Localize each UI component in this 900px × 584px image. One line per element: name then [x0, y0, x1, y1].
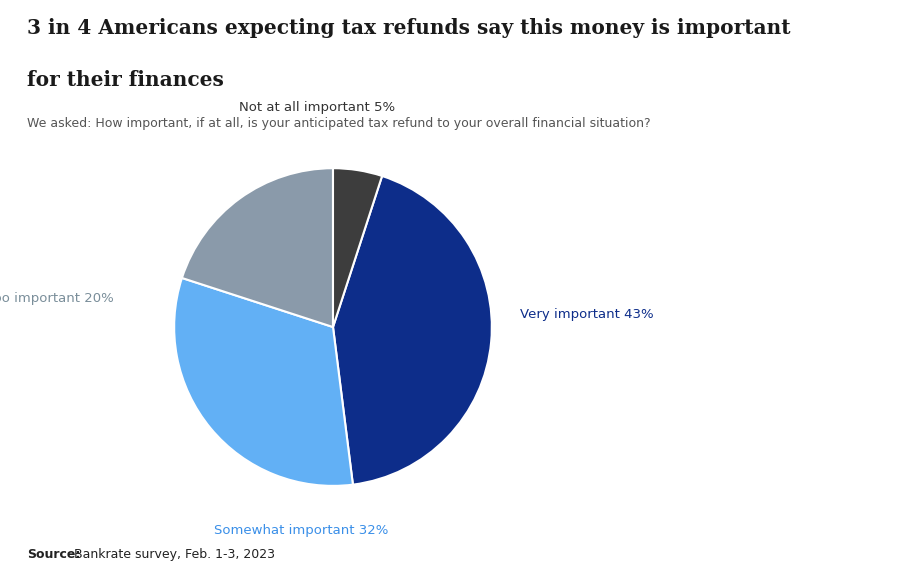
Wedge shape	[182, 168, 333, 327]
Wedge shape	[175, 278, 353, 486]
Text: Not too important 20%: Not too important 20%	[0, 292, 113, 305]
Text: Bankrate survey, Feb. 1-3, 2023: Bankrate survey, Feb. 1-3, 2023	[70, 548, 275, 561]
Text: We asked: How important, if at all, is your anticipated tax refund to your overa: We asked: How important, if at all, is y…	[27, 117, 651, 130]
Text: for their finances: for their finances	[27, 70, 224, 90]
Text: Not at all important 5%: Not at all important 5%	[239, 102, 395, 114]
Text: 3 in 4 Americans expecting tax refunds say this money is important: 3 in 4 Americans expecting tax refunds s…	[27, 18, 790, 37]
Text: Very important 43%: Very important 43%	[520, 308, 654, 321]
Text: Somewhat important 32%: Somewhat important 32%	[214, 524, 389, 537]
Text: Source:: Source:	[27, 548, 80, 561]
Wedge shape	[333, 168, 382, 327]
Wedge shape	[333, 176, 491, 485]
